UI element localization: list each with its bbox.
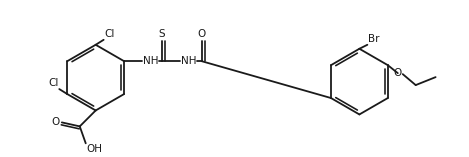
Text: S: S [159, 29, 165, 39]
Text: NH: NH [181, 56, 197, 66]
Text: Cl: Cl [48, 78, 58, 88]
Text: O: O [197, 29, 206, 39]
Text: O: O [393, 68, 402, 78]
Text: O: O [52, 117, 60, 127]
Text: OH: OH [87, 144, 103, 154]
Text: Br: Br [368, 34, 380, 44]
Text: Cl: Cl [105, 29, 115, 39]
Text: NH: NH [143, 56, 159, 66]
